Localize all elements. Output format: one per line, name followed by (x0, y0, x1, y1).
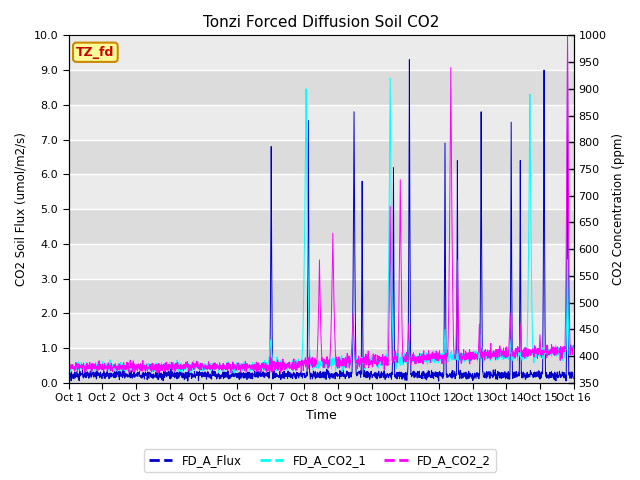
X-axis label: Time: Time (306, 409, 337, 422)
Legend: FD_A_Flux, FD_A_CO2_1, FD_A_CO2_2: FD_A_Flux, FD_A_CO2_1, FD_A_CO2_2 (144, 449, 496, 472)
Bar (68, 209, 573, 244)
Bar (68, 313, 573, 348)
Bar (68, 244, 573, 278)
Bar (68, 278, 573, 313)
Bar (68, 140, 573, 174)
Bar (68, 174, 573, 209)
Bar (68, 36, 573, 70)
Bar (68, 70, 573, 105)
Y-axis label: CO2 Concentration (ppm): CO2 Concentration (ppm) (612, 133, 625, 285)
Bar (68, 348, 573, 383)
Bar (68, 105, 573, 140)
Title: Tonzi Forced Diffusion Soil CO2: Tonzi Forced Diffusion Soil CO2 (203, 15, 439, 30)
Y-axis label: CO2 Soil Flux (umol/m2/s): CO2 Soil Flux (umol/m2/s) (15, 132, 28, 286)
Text: TZ_fd: TZ_fd (76, 46, 115, 59)
